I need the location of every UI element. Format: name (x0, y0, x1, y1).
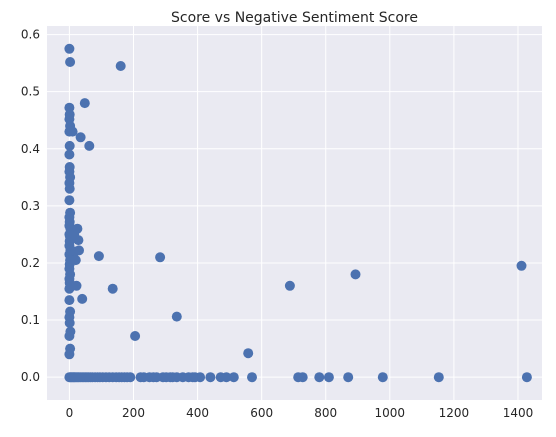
data-point (433, 372, 444, 383)
y-tick-label: 0.2 (21, 256, 40, 270)
x-tick-label: 400 (186, 406, 209, 420)
data-point (73, 235, 84, 246)
data-point (195, 372, 206, 383)
data-point (284, 280, 295, 291)
x-axis-ticks: 0 200 400 600 800 1000 1200 1400 (66, 406, 534, 420)
data-point (115, 61, 126, 71)
data-point (64, 295, 75, 306)
data-point (297, 372, 308, 383)
y-tick-label: 0.0 (21, 370, 40, 384)
data-point (77, 293, 88, 304)
x-tick-label: 1000 (375, 406, 406, 420)
y-tick-label: 0.4 (21, 142, 40, 156)
data-point (74, 245, 84, 256)
data-point (314, 372, 325, 383)
plot-area (47, 26, 542, 400)
x-tick-label: 1200 (439, 406, 470, 420)
y-tick-label: 0.1 (21, 313, 40, 327)
y-tick-label: 0.5 (21, 85, 40, 99)
data-point (130, 331, 141, 341)
x-tick-label: 200 (122, 406, 145, 420)
data-point (125, 372, 136, 383)
data-point (71, 280, 82, 291)
data-point (107, 283, 118, 294)
data-point (64, 349, 75, 360)
y-axis-ticks: 0.0 0.1 0.2 0.3 0.4 0.5 0.6 (21, 28, 40, 385)
data-point (64, 149, 75, 160)
data-point (171, 311, 182, 322)
data-point (64, 43, 75, 54)
data-point (243, 348, 254, 359)
data-point (64, 317, 75, 328)
x-tick-label: 600 (250, 406, 273, 420)
data-points (64, 43, 532, 383)
y-tick-label: 0.6 (21, 28, 40, 42)
x-tick-label: 800 (314, 406, 337, 420)
data-point (70, 255, 81, 266)
y-tick-label: 0.3 (21, 199, 40, 213)
data-point (155, 252, 166, 263)
data-point (221, 372, 232, 383)
data-point (323, 372, 334, 383)
data-point (93, 251, 104, 262)
data-point (228, 372, 239, 383)
data-point (75, 132, 86, 143)
data-point (377, 372, 388, 383)
x-tick-label: 1400 (503, 406, 534, 420)
data-point (79, 98, 90, 109)
data-point (64, 331, 75, 341)
data-point (64, 183, 75, 194)
grid-lines (47, 26, 542, 400)
chart-title: Score vs Negative Sentiment Score (171, 10, 418, 26)
data-point (343, 372, 354, 383)
data-point (247, 372, 257, 383)
data-point (516, 260, 527, 271)
data-point (521, 372, 532, 383)
data-point (84, 140, 95, 151)
data-point (72, 223, 83, 234)
data-point (67, 126, 78, 137)
x-tick-label: 0 (66, 406, 74, 420)
data-point (64, 140, 75, 151)
data-point (64, 195, 75, 206)
data-point (65, 57, 76, 67)
data-point (205, 372, 216, 383)
data-point (350, 269, 361, 280)
